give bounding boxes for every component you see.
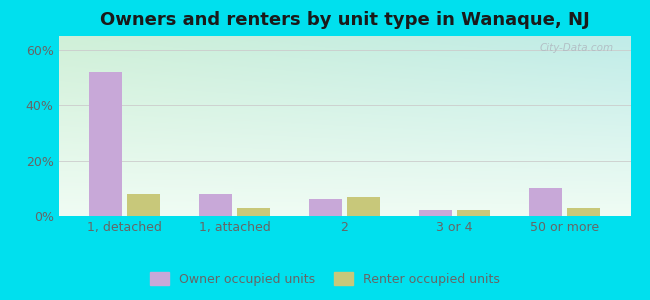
Bar [567,208,600,216]
Bar [309,200,343,216]
Bar [89,72,122,216]
Bar [529,188,562,216]
Bar [457,211,489,216]
Legend: Owner occupied units, Renter occupied units: Owner occupied units, Renter occupied un… [146,267,504,291]
Bar [419,211,452,216]
Text: City-Data.com: City-Data.com [540,43,614,53]
Bar [200,194,232,216]
Bar [237,208,270,216]
Bar [346,196,380,216]
Bar [127,194,160,216]
Title: Owners and renters by unit type in Wanaque, NJ: Owners and renters by unit type in Wanaq… [99,11,590,29]
